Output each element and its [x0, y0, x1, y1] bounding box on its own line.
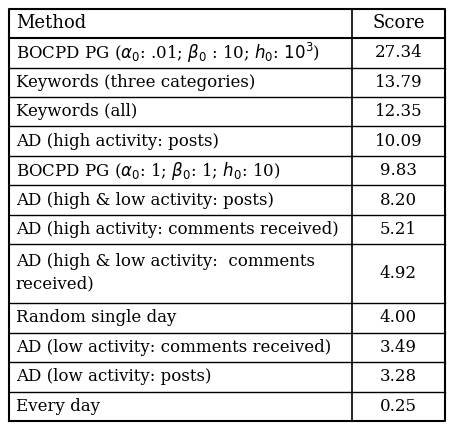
Text: Keywords (three categories): Keywords (three categories): [16, 74, 255, 91]
Text: AD (low activity: comments received): AD (low activity: comments received): [16, 339, 331, 356]
Text: 27.34: 27.34: [375, 44, 422, 61]
Text: 5.21: 5.21: [380, 221, 417, 238]
Text: 8.20: 8.20: [380, 191, 417, 209]
Text: Random single day: Random single day: [16, 309, 176, 326]
Text: received): received): [16, 276, 94, 293]
Text: 12.35: 12.35: [375, 103, 422, 120]
Text: 3.28: 3.28: [380, 368, 417, 385]
Text: 9.83: 9.83: [380, 162, 417, 179]
Text: Keywords (all): Keywords (all): [16, 103, 137, 120]
Text: AD (high activity: comments received): AD (high activity: comments received): [16, 221, 339, 238]
Text: BOCPD PG ($\alpha_0$: .01; $\beta_0$ : 10; $h_0$: $10^3$): BOCPD PG ($\alpha_0$: .01; $\beta_0$ : 1…: [16, 41, 320, 65]
Text: 13.79: 13.79: [375, 74, 422, 91]
Text: 4.92: 4.92: [380, 265, 417, 282]
Text: Method: Method: [16, 14, 86, 33]
Text: AD (high & low activity:  comments: AD (high & low activity: comments: [16, 253, 315, 270]
Text: 4.00: 4.00: [380, 309, 417, 326]
Text: AD (high activity: posts): AD (high activity: posts): [16, 133, 219, 150]
Text: 3.49: 3.49: [380, 339, 417, 356]
Text: 0.25: 0.25: [380, 398, 417, 415]
Text: AD (high & low activity: posts): AD (high & low activity: posts): [16, 191, 274, 209]
Text: BOCPD PG ($\alpha_0$: 1; $\beta_0$: 1; $h_0$: 10): BOCPD PG ($\alpha_0$: 1; $\beta_0$: 1; $…: [16, 160, 280, 182]
Text: 10.09: 10.09: [375, 133, 422, 150]
Text: AD (low activity: posts): AD (low activity: posts): [16, 368, 212, 385]
Text: Every day: Every day: [16, 398, 100, 415]
Text: Score: Score: [372, 14, 424, 33]
